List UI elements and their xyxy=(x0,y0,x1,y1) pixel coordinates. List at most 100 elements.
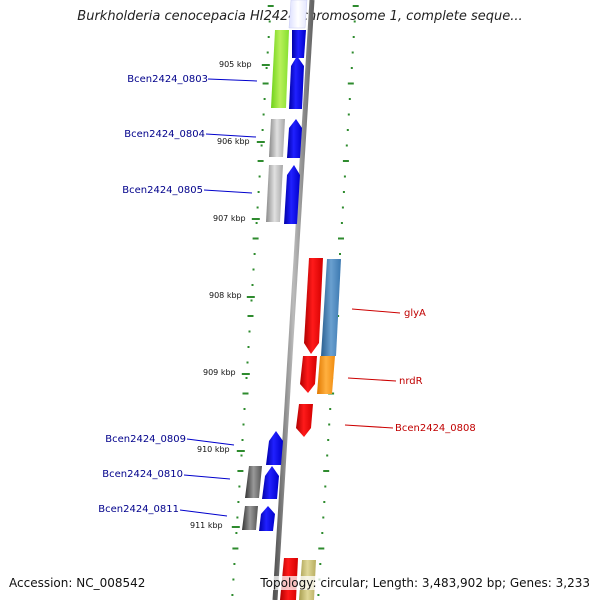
track-dot xyxy=(317,594,320,596)
track-dot xyxy=(260,144,263,147)
track-dot xyxy=(268,20,271,23)
track-dot xyxy=(240,454,243,457)
gene-arrow-blue[interactable] xyxy=(287,119,302,158)
track-dot xyxy=(343,175,346,178)
track-dot xyxy=(327,439,330,441)
track-dot xyxy=(245,377,248,379)
track-dot xyxy=(342,160,349,162)
track-dot xyxy=(350,67,353,69)
kbp-tick xyxy=(246,296,255,298)
track-dot xyxy=(322,516,325,519)
track-dot xyxy=(257,191,260,193)
track-dot xyxy=(256,206,259,209)
track-dot xyxy=(323,501,326,503)
gene-label-forward[interactable]: Bcen2424_0803 xyxy=(127,74,208,85)
gene-arrow-blue[interactable] xyxy=(259,506,275,531)
gene-block-light-gray[interactable] xyxy=(266,165,283,222)
track-dot xyxy=(267,5,274,7)
track-dot xyxy=(323,470,330,472)
forward-strand-genes xyxy=(242,0,308,531)
track-dot xyxy=(267,36,270,38)
track-dot xyxy=(231,594,234,596)
track-dot xyxy=(319,563,322,565)
track-dot xyxy=(253,253,256,255)
track-dot xyxy=(262,82,269,85)
track-dot xyxy=(324,485,327,488)
kbp-label: 908 kbp xyxy=(209,291,242,300)
gene-label-forward[interactable]: Bcen2424_0804 xyxy=(124,129,205,140)
track-dot xyxy=(266,51,269,54)
gene-label-forward[interactable]: Bcen2424_0809 xyxy=(105,434,186,445)
gene-arrow-blue[interactable] xyxy=(284,165,300,224)
track-dot xyxy=(247,315,254,317)
gene-arrow-pale[interactable] xyxy=(288,0,308,29)
kbp-ticks xyxy=(231,64,270,528)
kbp-label: 907 kbp xyxy=(213,214,246,223)
track-dot xyxy=(238,485,241,488)
track-dot xyxy=(250,299,253,302)
track-dot xyxy=(261,129,264,131)
gene-arrow-red-nrdr[interactable] xyxy=(300,356,317,393)
track-dot xyxy=(242,423,245,426)
track-dot xyxy=(247,346,250,348)
kbp-label: 906 kbp xyxy=(217,137,250,146)
track-dot xyxy=(328,423,331,426)
gene-arrow-blue[interactable] xyxy=(289,56,304,109)
gene-label-reverse[interactable]: Bcen2424_0808 xyxy=(395,423,476,434)
kbp-tick xyxy=(231,526,240,528)
gene-arrow-blue[interactable] xyxy=(292,30,306,58)
track-dot xyxy=(257,160,264,162)
track-dot xyxy=(246,361,249,364)
kbp-tick xyxy=(256,141,265,143)
gene-label-forward[interactable]: Bcen2424_0811 xyxy=(98,504,179,515)
gene-block-lime[interactable] xyxy=(271,30,289,108)
gene-block-light-gray[interactable] xyxy=(269,119,285,157)
kbp-tick xyxy=(236,450,245,452)
gene-block-dark-gray[interactable] xyxy=(242,506,258,530)
gene-arrow-red-0808[interactable] xyxy=(296,404,313,437)
track-dot xyxy=(347,82,354,85)
gene-block-steel-blue[interactable] xyxy=(321,259,341,356)
kbp-labels: 905 kbp 906 kbp 907 kbp 908 kbp 909 kbp … xyxy=(190,60,252,530)
track-dot xyxy=(237,501,240,503)
track-dot xyxy=(348,98,351,100)
kbp-label: 910 kbp xyxy=(197,445,230,454)
track-dot xyxy=(236,516,239,519)
track-dot xyxy=(321,532,324,534)
gene-block-dark-gray[interactable] xyxy=(245,466,262,498)
track-dot xyxy=(352,36,355,38)
gene-label-forward[interactable]: Bcen2424_0810 xyxy=(102,469,183,480)
track-dot xyxy=(338,237,344,240)
track-dot xyxy=(242,392,249,395)
track-dot xyxy=(262,113,265,116)
gene-label-forward[interactable]: Bcen2424_0805 xyxy=(122,185,203,196)
track-dot xyxy=(346,129,349,131)
gene-block-orange[interactable] xyxy=(317,356,335,394)
track-dot xyxy=(345,144,348,147)
track-dot xyxy=(251,284,254,286)
gene-arrow-blue[interactable] xyxy=(266,431,283,465)
reverse-strand-genes xyxy=(280,258,341,600)
track-dot xyxy=(329,408,332,410)
gene-label-reverse[interactable]: glyA xyxy=(404,308,426,319)
track-dot xyxy=(351,51,354,54)
track-dot xyxy=(347,113,350,116)
track-dot xyxy=(233,563,236,565)
track-dot xyxy=(342,191,345,193)
track-dot xyxy=(326,454,329,457)
track-dot xyxy=(263,98,266,100)
backbone-line xyxy=(272,0,315,600)
track-dot xyxy=(265,67,268,69)
gene-arrow-blue[interactable] xyxy=(262,466,279,499)
track-dot xyxy=(258,175,261,178)
kbp-tick xyxy=(251,218,260,220)
gene-label-reverse[interactable]: nrdR xyxy=(399,376,423,387)
track-dot xyxy=(340,222,343,224)
track-dot xyxy=(352,5,359,7)
track-dot xyxy=(341,206,344,209)
track-dot xyxy=(235,532,238,534)
gene-arrow-red-glya[interactable] xyxy=(304,258,323,354)
track-dot xyxy=(252,268,255,271)
track-dot xyxy=(339,253,341,255)
